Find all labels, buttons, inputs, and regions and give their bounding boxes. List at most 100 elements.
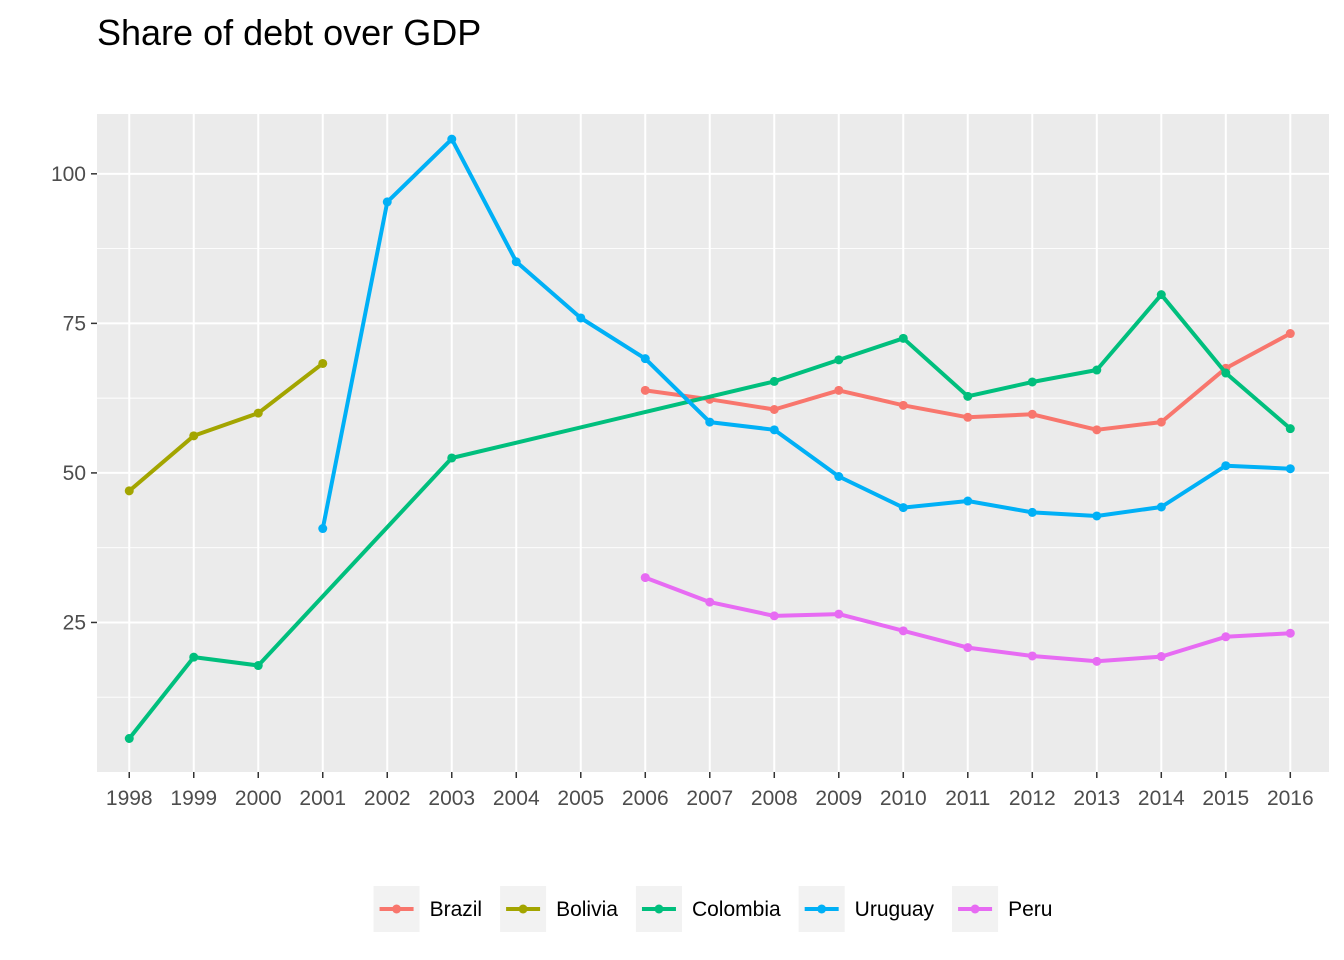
- data-point-colombia: [769, 376, 779, 386]
- x-tick-label: 2016: [1267, 787, 1314, 810]
- legend-label: Peru: [1008, 898, 1052, 921]
- legend-label: Brazil: [430, 898, 483, 921]
- data-point-uruguay: [834, 471, 844, 481]
- data-point-peru: [640, 573, 650, 583]
- x-tick-label: 2003: [428, 787, 475, 810]
- x-tick-label: 2004: [493, 787, 540, 810]
- data-point-uruguay: [898, 503, 908, 513]
- series-peru: [640, 573, 1295, 666]
- legend-key-point: [654, 904, 664, 914]
- data-point-peru: [1221, 632, 1231, 642]
- y-tick-label: 50: [63, 462, 86, 485]
- data-point-peru: [1285, 628, 1295, 638]
- data-point-colombia: [1221, 368, 1231, 378]
- legend-key-point: [817, 904, 827, 914]
- data-point-colombia: [1285, 424, 1295, 434]
- series-line-bolivia: [128, 361, 325, 493]
- data-point-colombia: [1027, 377, 1037, 387]
- x-tick-label: 2007: [686, 787, 733, 810]
- x-tick-label: 2002: [364, 787, 411, 810]
- data-point-peru: [1027, 651, 1037, 661]
- x-tick-label: 2001: [299, 787, 346, 810]
- data-point-bolivia: [318, 358, 328, 368]
- data-point-uruguay: [963, 496, 973, 506]
- legend-item-uruguay: Uruguay: [798, 886, 935, 932]
- data-point-brazil: [769, 405, 779, 415]
- data-point-colombia: [1156, 290, 1166, 300]
- x-tick-label: 2009: [815, 787, 862, 810]
- data-point-colombia: [124, 734, 134, 744]
- data-point-brazil: [834, 385, 844, 395]
- x-tick-label: 1999: [170, 787, 217, 810]
- data-point-uruguay: [576, 313, 586, 323]
- data-point-uruguay: [1156, 502, 1166, 512]
- legend-item-colombia: Colombia: [635, 886, 781, 932]
- data-point-bolivia: [253, 408, 263, 418]
- data-point-colombia: [898, 333, 908, 343]
- x-tick-label: 2014: [1138, 787, 1185, 810]
- data-point-brazil: [1285, 329, 1295, 339]
- series-group: [124, 134, 1295, 744]
- data-point-colombia: [834, 355, 844, 365]
- x-axis: 1998 1999 2000 2001 2002 2003 2004 2005 2006 2007…: [106, 772, 1314, 810]
- data-point-brazil: [1156, 417, 1166, 427]
- data-point-brazil: [963, 412, 973, 422]
- data-point-uruguay: [1027, 507, 1037, 517]
- series-uruguay: [318, 134, 1295, 534]
- data-point-peru: [898, 626, 908, 636]
- data-point-bolivia: [124, 486, 134, 496]
- data-point-colombia: [963, 391, 973, 401]
- data-point-uruguay: [640, 354, 650, 364]
- data-point-brazil: [898, 400, 908, 410]
- data-point-colombia: [189, 652, 199, 662]
- legend-item-bolivia: Bolivia: [500, 886, 618, 932]
- legend-item-peru: Peru: [952, 886, 1052, 932]
- data-point-uruguay: [318, 524, 328, 534]
- panel-background: [97, 114, 1329, 772]
- plot-panel: [97, 114, 1329, 772]
- data-point-bolivia: [189, 431, 199, 441]
- legend-label: Colombia: [692, 898, 781, 921]
- legend-key-point: [392, 904, 402, 914]
- data-point-colombia: [447, 453, 457, 463]
- y-axis: 25 50 75 100: [51, 163, 97, 634]
- data-point-uruguay: [1285, 464, 1295, 474]
- x-tick-label: 2012: [1009, 787, 1056, 810]
- legend-key-point: [970, 904, 980, 914]
- legend-key-point: [518, 904, 528, 914]
- data-point-uruguay: [1221, 461, 1231, 471]
- x-tick-label: 2015: [1202, 787, 1249, 810]
- y-tick-label: 75: [63, 312, 86, 335]
- data-point-peru: [1156, 652, 1166, 662]
- data-point-uruguay: [447, 134, 457, 144]
- x-tick-label: 2006: [622, 787, 669, 810]
- data-point-peru: [769, 611, 779, 621]
- x-tick-label: 2010: [880, 787, 927, 810]
- legend: Brazil Bolivia Colombia Uruguay Peru: [373, 886, 1052, 932]
- chart-title: Share of debt over GDP: [97, 12, 482, 53]
- legend-label: Uruguay: [855, 898, 935, 921]
- y-tick-label: 25: [63, 611, 86, 634]
- y-tick-label: 100: [51, 163, 86, 186]
- data-point-peru: [963, 643, 973, 653]
- x-tick-label: 2008: [751, 787, 798, 810]
- data-point-uruguay: [511, 257, 521, 267]
- x-tick-label: 2005: [557, 787, 604, 810]
- data-point-colombia: [253, 661, 263, 671]
- data-point-brazil: [1027, 409, 1037, 419]
- series-bolivia: [124, 358, 328, 496]
- legend-label: Bolivia: [556, 898, 618, 921]
- x-tick-label: 2000: [235, 787, 282, 810]
- x-tick-label: 1998: [106, 787, 153, 810]
- data-point-peru: [705, 597, 715, 607]
- data-point-brazil: [640, 385, 650, 395]
- x-tick-label: 2013: [1073, 787, 1120, 810]
- series-line-uruguay: [320, 137, 1291, 529]
- x-tick-label: 2011: [945, 787, 990, 810]
- series-colombia: [124, 290, 1295, 744]
- data-point-peru: [834, 609, 844, 619]
- data-point-uruguay: [705, 417, 715, 427]
- data-point-brazil: [1092, 425, 1102, 435]
- data-point-colombia: [1092, 365, 1102, 375]
